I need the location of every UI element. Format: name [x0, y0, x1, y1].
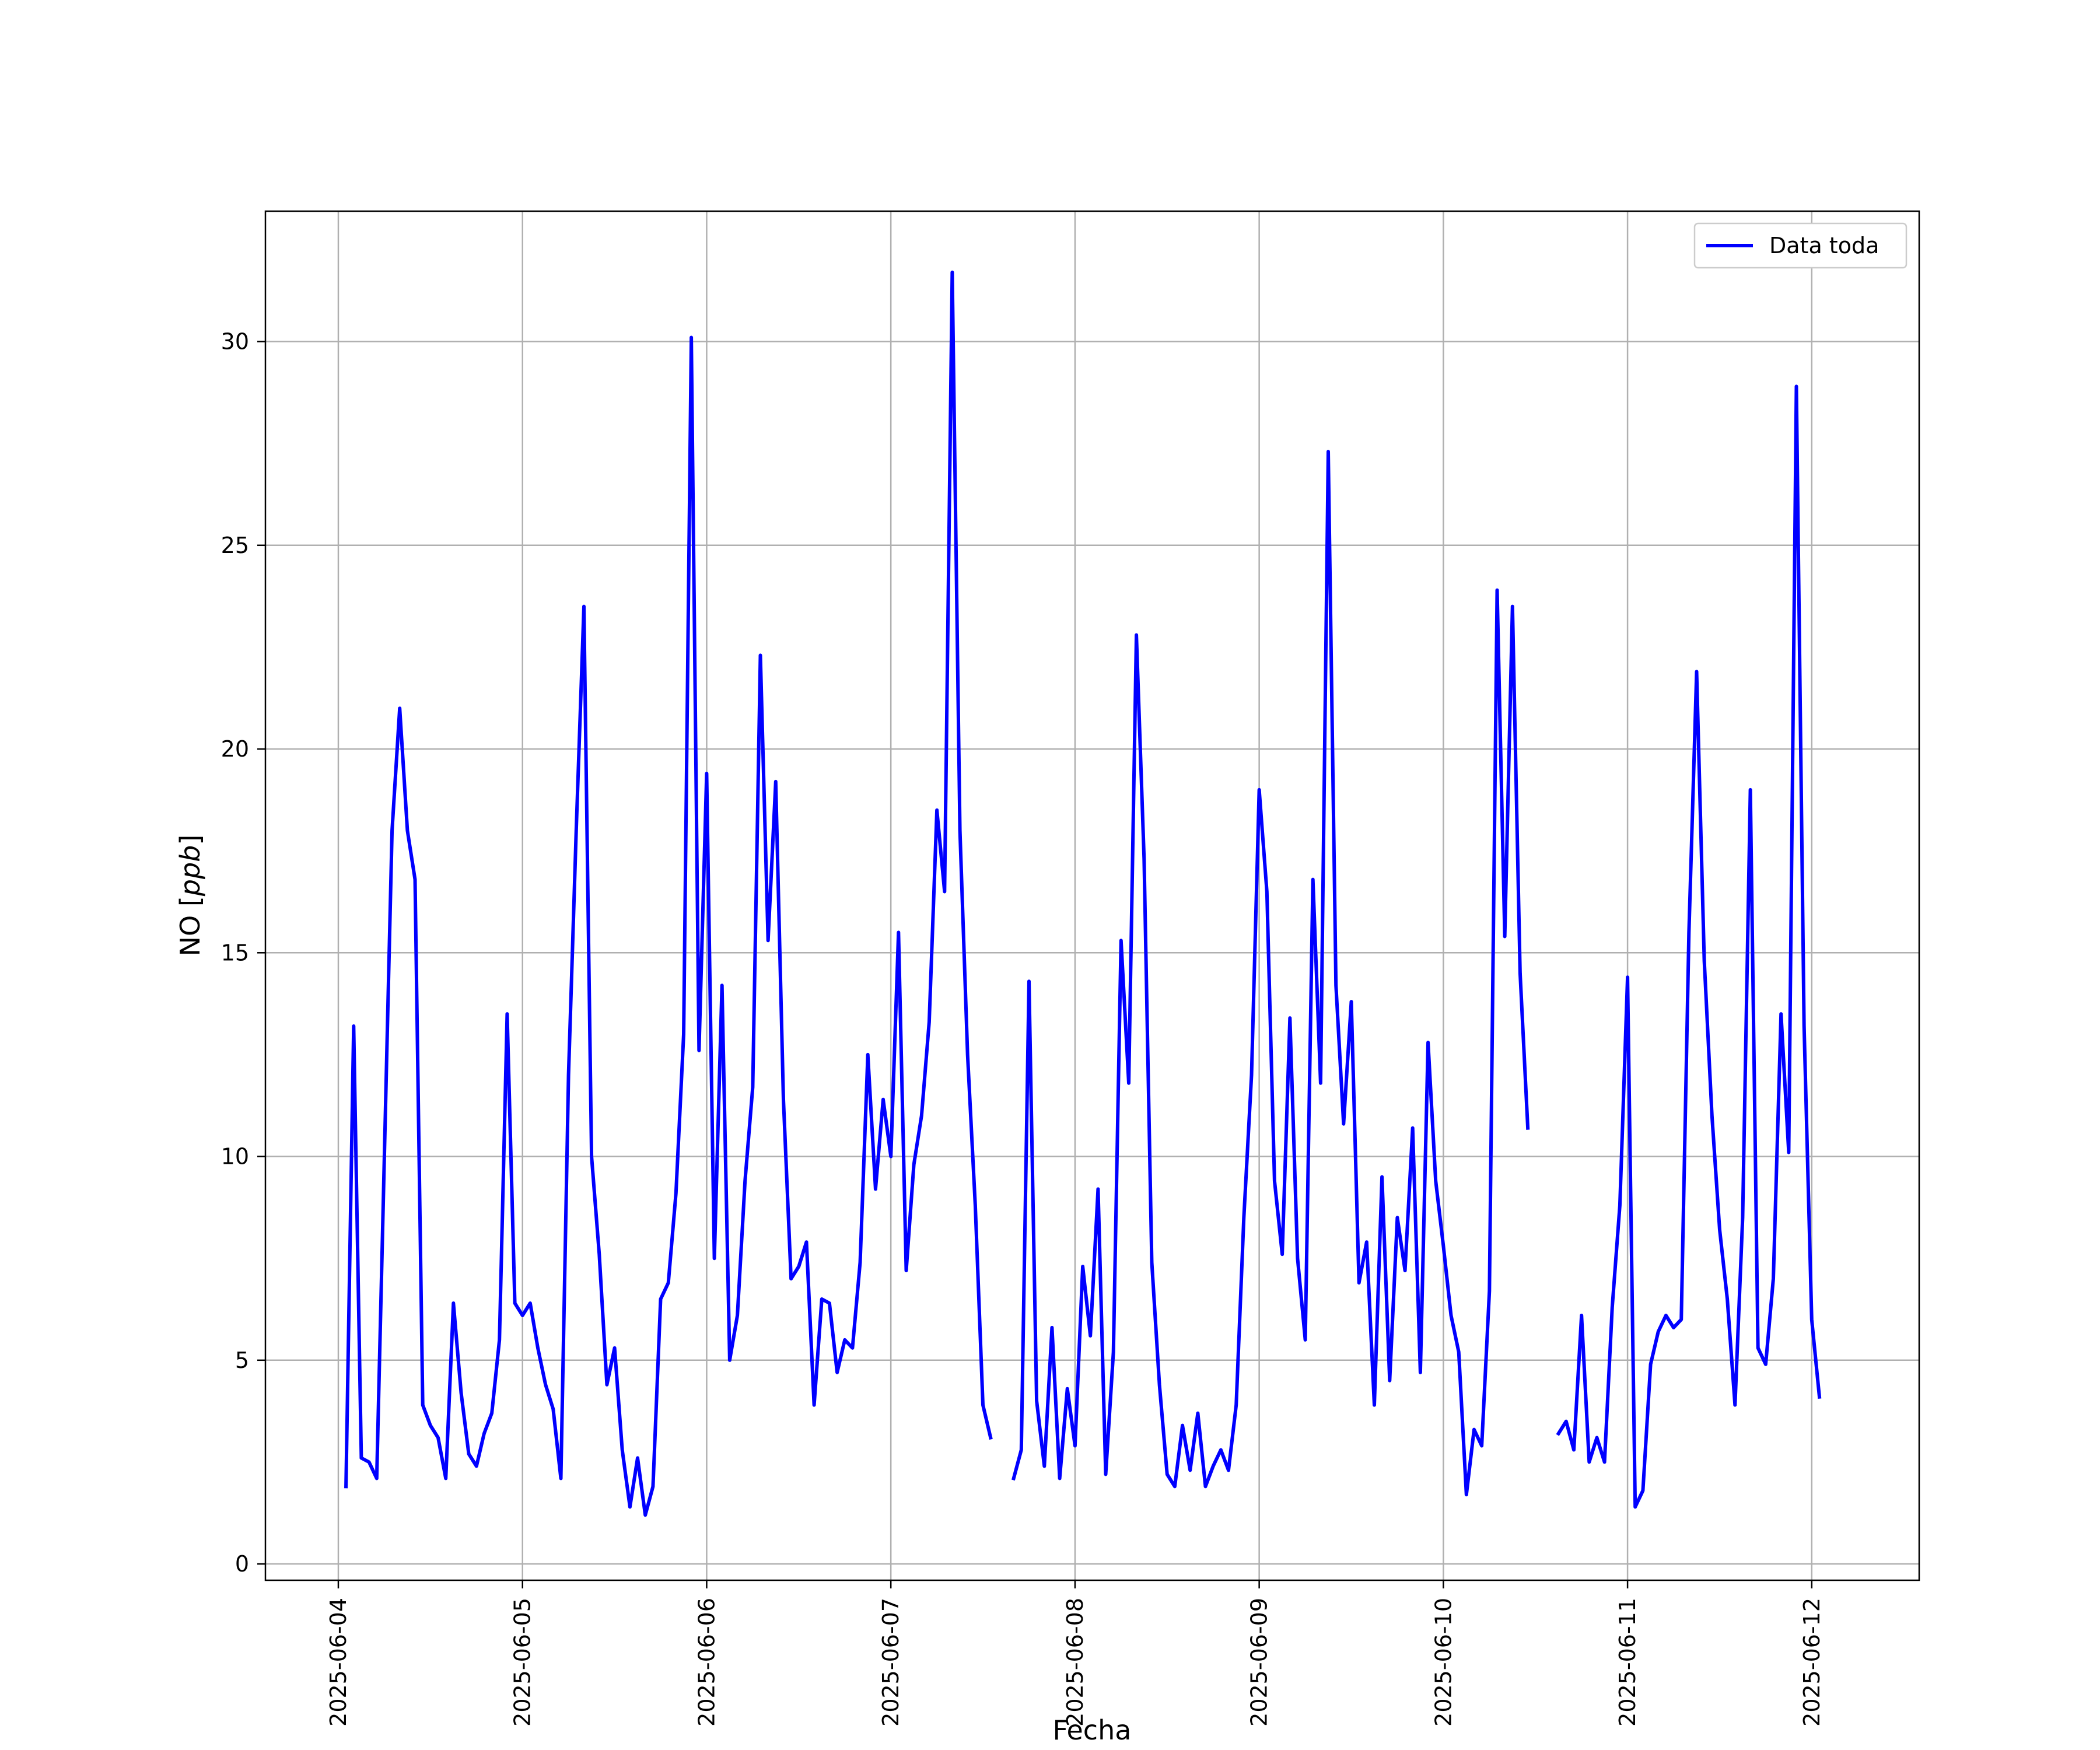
legend-box [1693, 222, 1908, 269]
y-tick-label: 25 [221, 533, 249, 558]
plot-area [344, 270, 1822, 1517]
x-tick-label: 2025-06-09 [1247, 1598, 1272, 1727]
x-tick-label: 2025-06-08 [1062, 1598, 1088, 1727]
y-tick-label: 0 [235, 1551, 249, 1577]
legend: Data toda [1693, 222, 1908, 269]
x-tick-label: 2025-06-07 [878, 1598, 904, 1727]
y-axis-label: NO [ppb] [174, 835, 206, 957]
x-tick-label: 2025-06-05 [510, 1598, 536, 1727]
x-tick-label: 2025-06-10 [1430, 1598, 1456, 1727]
series-line [344, 270, 993, 1517]
x-tick-label: 2025-06-04 [326, 1598, 351, 1727]
legend-label: Data toda [1769, 233, 1879, 258]
y-axis-label-prefix: NO [ [174, 896, 206, 956]
y-axis-label-suffix: ] [174, 835, 206, 845]
series-line [1556, 384, 1822, 1509]
y-tick-label: 20 [221, 736, 249, 762]
grid-lines [265, 211, 1919, 1580]
y-tick-label: 30 [221, 329, 249, 355]
x-tick-label: 2025-06-11 [1615, 1598, 1640, 1727]
x-tick-label: 2025-06-06 [694, 1598, 719, 1727]
y-tick-label: 15 [221, 940, 249, 965]
y-tick-label: 10 [221, 1144, 249, 1170]
y-axis: 0 5 10 15 20 25 30 [221, 329, 265, 1577]
x-tick-label: 2025-06-12 [1799, 1598, 1825, 1727]
y-tick-label: 5 [235, 1348, 249, 1373]
y-axis-label-unit: ppb [174, 845, 206, 897]
series-line [1012, 450, 1530, 1497]
x-axis-label: Fecha [1053, 1714, 1132, 1746]
plot-frame [264, 210, 1920, 1581]
series-layer [344, 270, 1822, 1517]
x-axis: 2025-06-04 2025-06-05 2025-06-06 2025-06-07… [326, 1580, 1825, 1727]
